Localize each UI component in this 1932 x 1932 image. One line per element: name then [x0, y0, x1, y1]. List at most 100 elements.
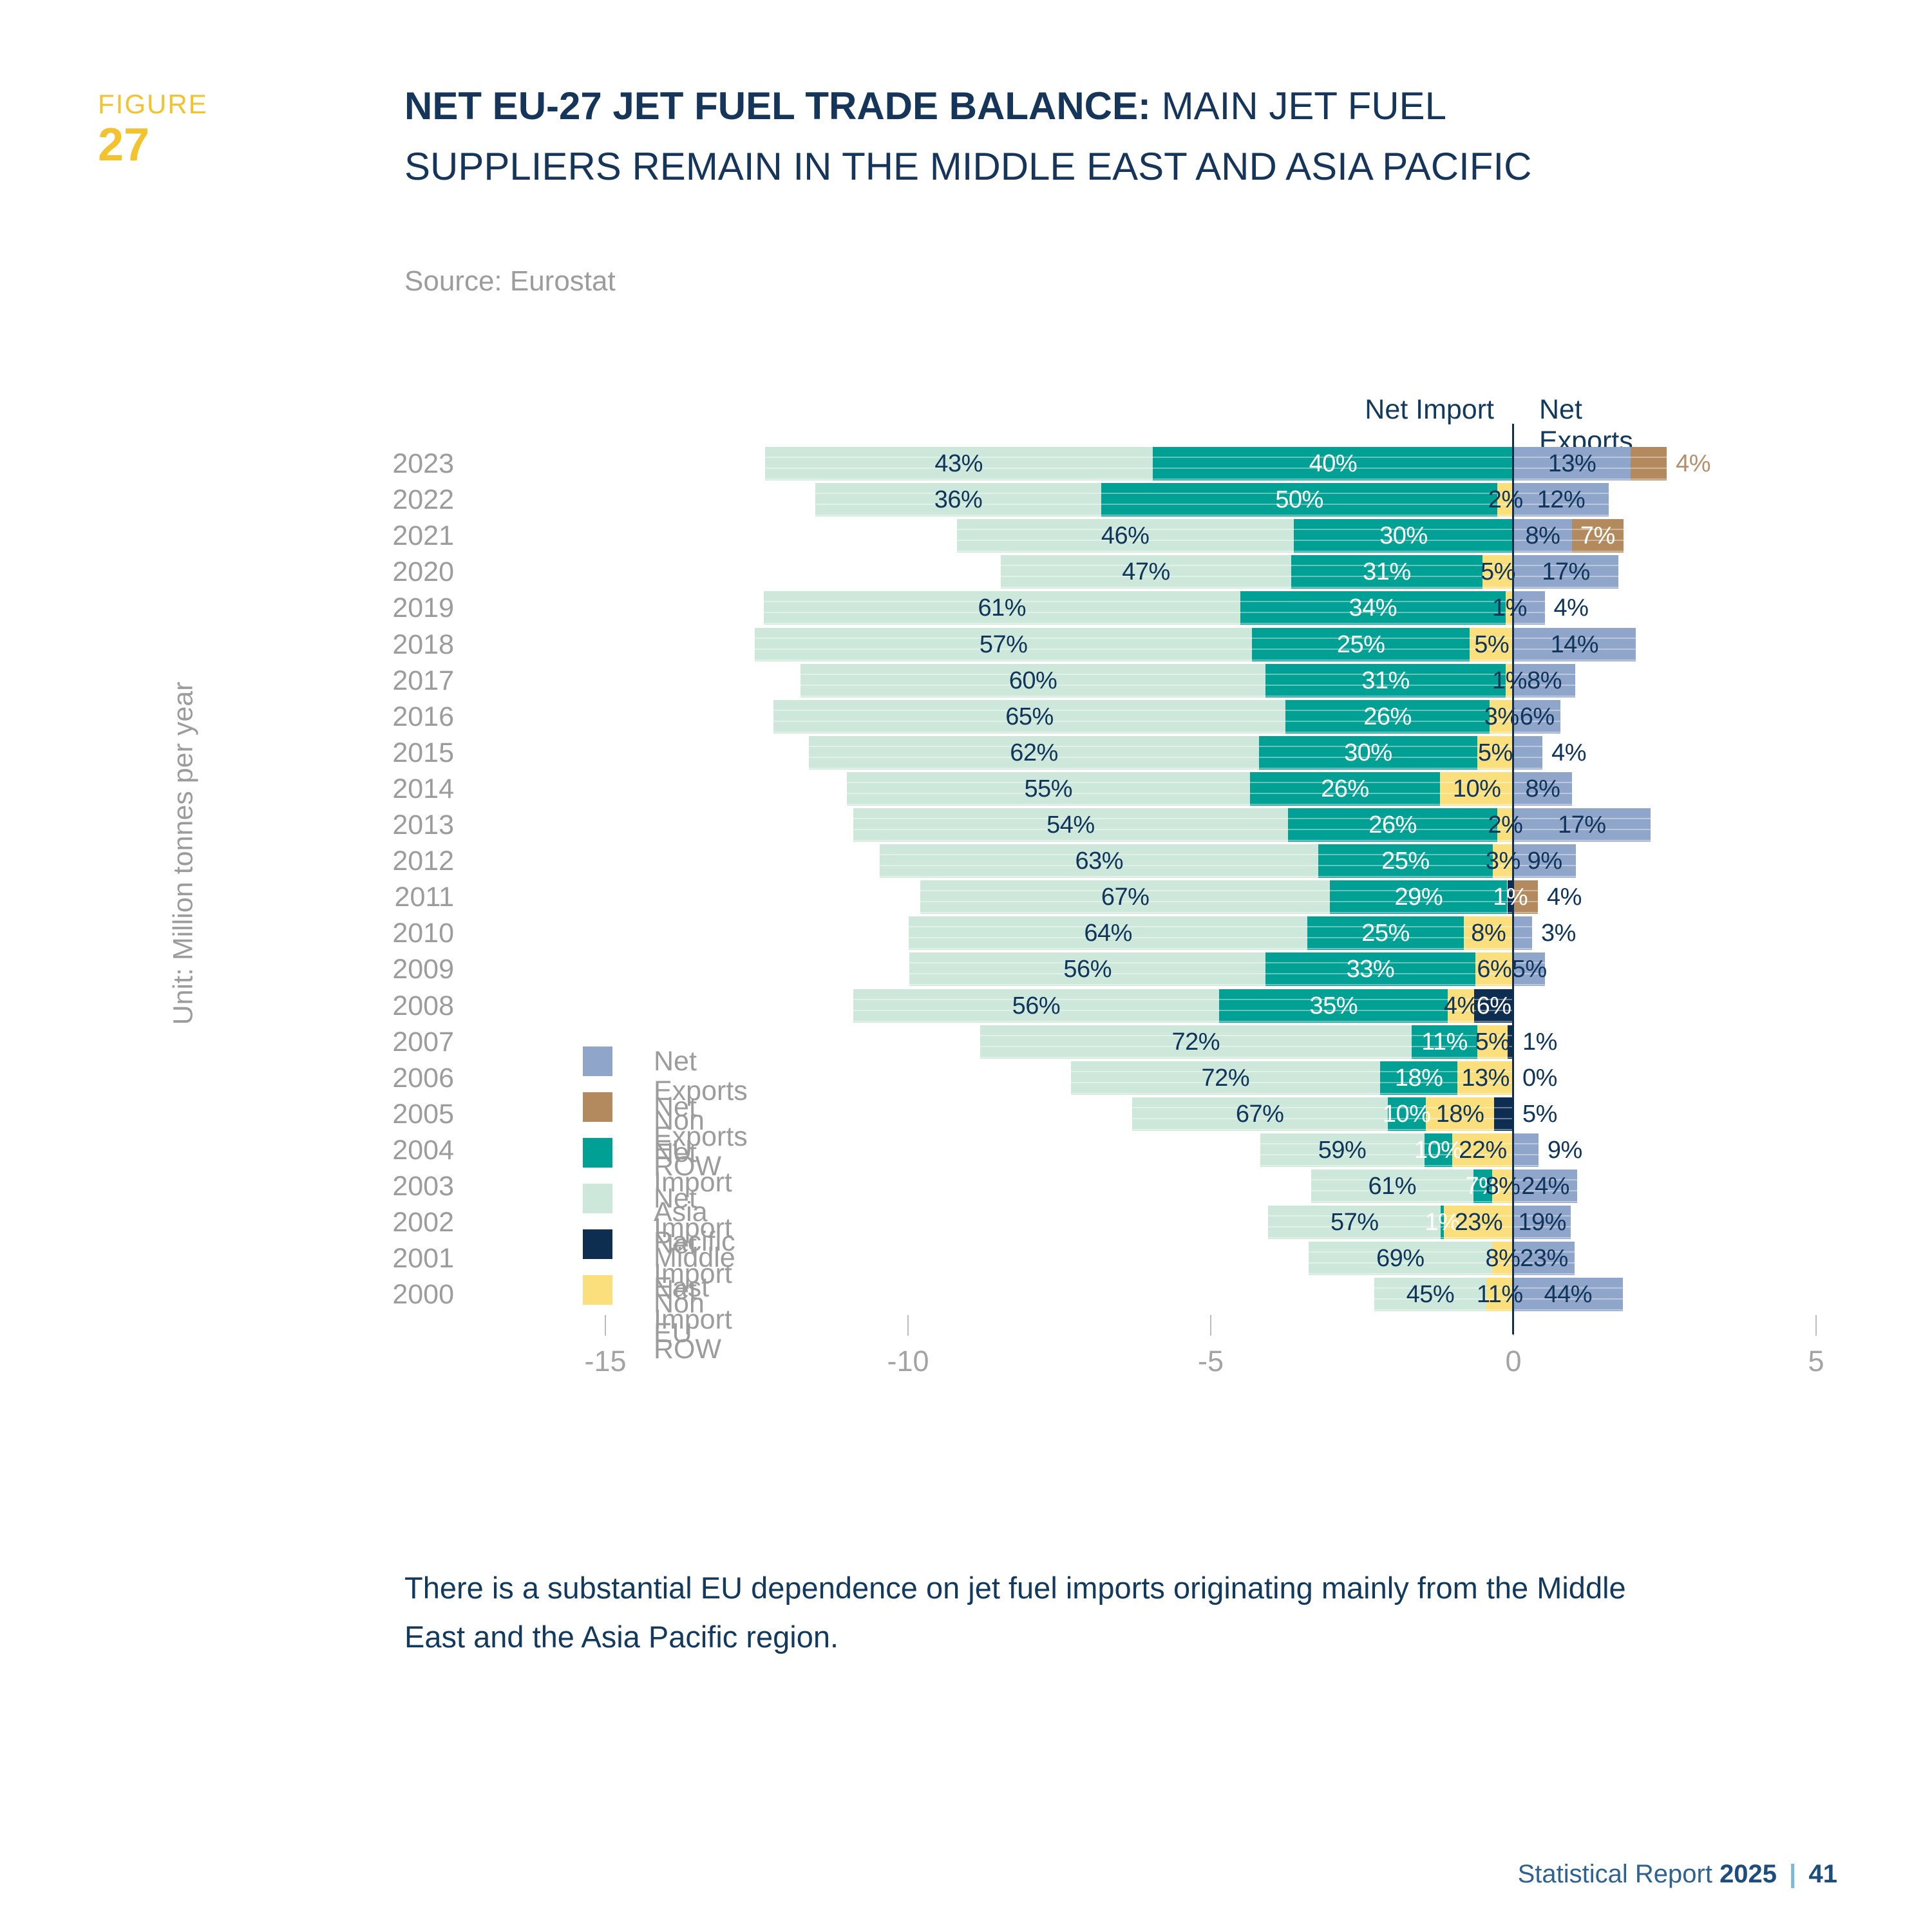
page-footer: Statistical Report 2025 | 41: [1518, 1860, 1837, 1889]
bar-segment-import_row: [1448, 989, 1475, 1023]
title-regular: MAIN JET FUEL: [1150, 84, 1446, 128]
bar-segment-label: 25%: [1361, 920, 1410, 947]
bar-segment-label: 8%: [1525, 522, 1560, 549]
bar-segment-label: 14%: [1550, 631, 1599, 658]
bar-segment-label: 69%: [1376, 1245, 1425, 1272]
bar-segment-label: 61%: [978, 594, 1027, 621]
axis-tick-label: 5: [1808, 1345, 1824, 1378]
year-label: 2017: [392, 665, 454, 696]
bar-segment-import_ap: [1411, 1025, 1478, 1059]
bar-segment-import_row: [1490, 700, 1513, 734]
bar-segment-export_noneu: [1513, 519, 1572, 553]
bar-segment-label: 26%: [1363, 703, 1412, 730]
bar-segment-import_ap: [1152, 447, 1513, 480]
bar-segment-import_ap: [1424, 1133, 1452, 1167]
bar-segment-label: 24%: [1521, 1173, 1569, 1200]
bar-segment-import_me: [1311, 1170, 1473, 1203]
legend-label-import_ap: Net Import Asia Pacific: [654, 1137, 735, 1257]
footer-separator: |: [1789, 1860, 1797, 1888]
bar-segment-export_noneu: [1513, 664, 1576, 697]
figure-number: 27: [98, 119, 150, 171]
bar-segment-export_noneu: [1513, 591, 1545, 625]
bar-segment-import_me: [800, 664, 1265, 697]
bar-segment-label: 63%: [1075, 848, 1124, 875]
zero-baseline: [1512, 424, 1514, 1334]
bar-segment-label: 18%: [1435, 1101, 1484, 1128]
bar-segment-label: 4%: [1553, 594, 1589, 621]
bar-segment-export_noneu: [1513, 916, 1533, 950]
year-label: 2001: [392, 1243, 454, 1274]
bar-segment-label: 13%: [1461, 1065, 1510, 1092]
bar-segment-export_noneu: [1513, 447, 1631, 480]
legend-swatch-export_row: [583, 1092, 612, 1122]
bar-segment-label: 3%: [1484, 703, 1519, 730]
year-label: 2013: [392, 810, 454, 840]
year-label: 2015: [392, 737, 454, 768]
bar-segment-import_me: [1308, 1242, 1492, 1275]
bar-segment-label: 7%: [1465, 1173, 1501, 1200]
legend-label-export_row: Net Exports ROW: [654, 1092, 748, 1182]
year-label: 2018: [392, 629, 454, 660]
bar-segment-label: 10%: [1452, 775, 1501, 802]
year-label: 2010: [392, 918, 454, 949]
bar-segment-label: 17%: [1542, 558, 1590, 585]
bar-segment-import_me: [763, 591, 1240, 625]
bar-segment-export_noneu: [1513, 555, 1618, 589]
bar-segment-import_ap: [1240, 591, 1506, 625]
bar-segment-import_me: [773, 700, 1285, 734]
axis-tick: [907, 1315, 909, 1336]
bar-segment-import_row: [1492, 1242, 1513, 1275]
bar-segment-export_row: [1631, 447, 1667, 480]
bar-segment-export_noneu: [1513, 1206, 1571, 1239]
bar-segment-label: 4%: [1551, 739, 1587, 766]
bar-segment-import_row: [1492, 844, 1513, 878]
year-label: 2002: [392, 1207, 454, 1238]
axis-tick: [1210, 1315, 1211, 1336]
bar-segment-import_me: [920, 880, 1331, 914]
bar-segment-import_row: [1463, 916, 1513, 950]
bar-segment-label: 26%: [1321, 775, 1369, 802]
legend-label-export_noneu: Net Exports Non EU: [654, 1046, 748, 1166]
bar-segment-import_me: [956, 519, 1294, 553]
bar-segment-import_ap: [1285, 700, 1490, 734]
figure-label: FIGURE: [98, 89, 208, 119]
bar-segment-import_ap: [1380, 1061, 1458, 1095]
footer-report-name: Statistical Report: [1517, 1860, 1712, 1888]
page-title: NET EU-27 JET FUEL TRADE BALANCE: MAIN J…: [404, 76, 1564, 197]
year-label: 2019: [392, 592, 454, 623]
bar-segment-label: 23%: [1454, 1209, 1503, 1236]
bar-segment-import_noneu: [1507, 880, 1513, 914]
bar-segment-import_noneu: [1474, 989, 1513, 1023]
title-bold: NET EU-27 JET FUEL TRADE BALANCE:: [404, 84, 1151, 128]
bar-segment-import_row: [1482, 555, 1513, 589]
bar-segment-label: 43%: [934, 450, 983, 477]
bar-segment-label: 45%: [1406, 1281, 1455, 1308]
bar-segment-label: 26%: [1368, 811, 1417, 838]
bar-segment-label: 6%: [1519, 703, 1555, 730]
bar-segment-label: 67%: [1235, 1101, 1284, 1128]
bar-segment-label: 5%: [1522, 1101, 1557, 1128]
bar-segment-label: 65%: [1005, 703, 1054, 730]
year-label: 2007: [392, 1027, 454, 1057]
bar-segment-label: 25%: [1336, 631, 1385, 658]
bar-segment-export_noneu: [1513, 736, 1543, 770]
bar-segment-label: 72%: [1201, 1065, 1250, 1092]
bar-segment-export_noneu: [1513, 844, 1577, 878]
bar-segment-import_ap: [1265, 664, 1506, 697]
footer-page-number: 41: [1808, 1860, 1838, 1888]
bar-segment-export_noneu: [1513, 483, 1609, 516]
bar-segment-label: 3%: [1541, 920, 1576, 947]
bar-segment-label: 57%: [1330, 1209, 1379, 1236]
bar-segment-label: 18%: [1394, 1065, 1443, 1092]
bar-segment-export_noneu: [1513, 808, 1651, 842]
title-line-2: SUPPLIERS REMAIN IN THE MIDDLE EAST AND …: [404, 145, 1532, 188]
bar-segment-label: 31%: [1363, 558, 1411, 585]
year-label: 2005: [392, 1099, 454, 1130]
footer-year: 2025: [1719, 1860, 1777, 1888]
bar-segment-label: 10%: [1414, 1137, 1463, 1164]
bar-segment-import_row: [1425, 1097, 1495, 1131]
bar-segment-label: 56%: [1012, 992, 1061, 1019]
bar-segment-label: 60%: [1009, 667, 1057, 694]
bar-segment-import_ap: [1251, 628, 1470, 661]
